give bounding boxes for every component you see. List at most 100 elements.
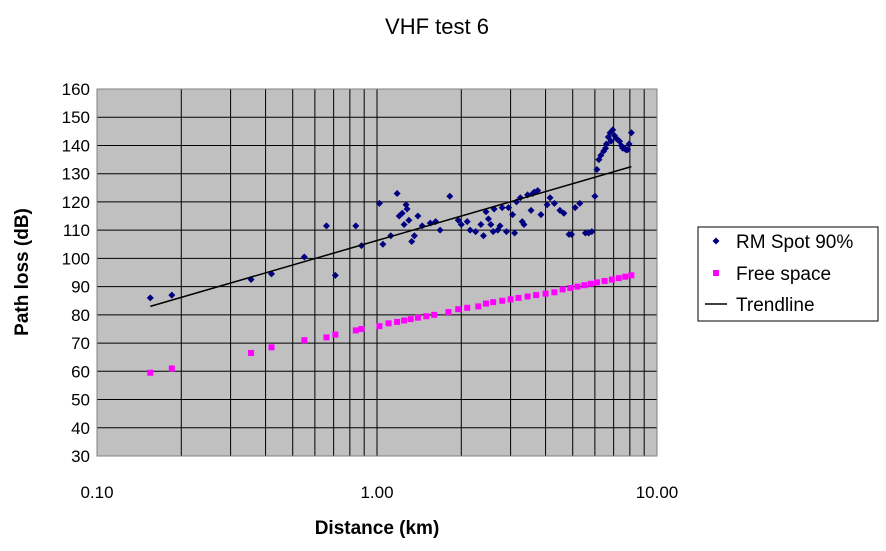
data-point	[352, 222, 360, 230]
data-point	[414, 212, 422, 220]
data-point	[601, 277, 608, 284]
y-tick-label: 30	[71, 447, 90, 466]
y-axis-label: Path loss (dB)	[12, 208, 33, 336]
y-tick-label: 110	[63, 221, 90, 240]
data-point	[379, 240, 387, 248]
data-point	[332, 331, 339, 338]
data-point	[627, 129, 635, 137]
data-point	[546, 194, 554, 202]
y-tick-label: 100	[62, 249, 90, 268]
data-point	[524, 293, 531, 300]
data-point	[168, 365, 175, 372]
data-point	[625, 140, 633, 148]
legend: RM Spot 90% Free space Trendline	[697, 226, 879, 322]
data-point	[146, 294, 154, 302]
data-point	[587, 280, 594, 287]
data-point	[560, 209, 568, 217]
data-point	[487, 221, 495, 229]
data-point	[533, 292, 540, 299]
data-series	[146, 126, 635, 376]
data-point	[588, 228, 596, 236]
data-point	[375, 199, 383, 207]
data-point	[567, 285, 574, 292]
data-point	[475, 303, 482, 310]
data-point	[593, 279, 600, 286]
series-trendline	[150, 165, 632, 308]
data-point	[537, 211, 545, 219]
data-point	[622, 273, 629, 280]
data-point	[410, 232, 418, 240]
data-point	[576, 199, 584, 207]
data-point	[479, 232, 487, 240]
data-point	[624, 146, 632, 154]
data-point	[550, 199, 558, 207]
legend-label-trendline: Trendline	[736, 295, 815, 316]
data-point	[300, 253, 308, 261]
data-point	[466, 226, 474, 234]
y-tick-label: 70	[71, 334, 90, 353]
data-point	[454, 216, 462, 224]
data-point	[423, 313, 430, 320]
data-point	[408, 237, 416, 245]
data-point	[607, 137, 615, 145]
data-point	[301, 337, 308, 344]
grid-lines	[97, 89, 657, 456]
y-tick-labels: 30 40 50 60 70 80 90 100 110 120 130 140 150 160	[62, 80, 90, 466]
data-point	[534, 187, 542, 195]
data-point	[511, 229, 519, 237]
data-point	[499, 297, 506, 304]
data-point	[542, 290, 549, 297]
data-point	[502, 228, 510, 236]
data-point	[455, 306, 462, 313]
data-point	[457, 221, 465, 229]
data-point	[602, 140, 610, 148]
data-point	[527, 206, 535, 214]
y-tick-label: 160	[62, 80, 90, 99]
data-point	[597, 151, 605, 159]
data-point	[515, 294, 522, 301]
data-point	[593, 165, 601, 173]
data-point	[482, 300, 489, 307]
series-free-space	[147, 272, 635, 376]
data-point	[477, 221, 485, 229]
data-point	[507, 296, 514, 303]
data-point	[400, 221, 408, 229]
y-tick-label: 150	[62, 108, 90, 127]
data-point	[591, 192, 599, 200]
data-point	[490, 299, 497, 306]
data-point	[376, 323, 383, 330]
data-point	[496, 222, 504, 230]
data-point	[147, 369, 154, 376]
plot-border	[96, 88, 658, 457]
data-point	[405, 216, 413, 224]
data-point	[615, 275, 622, 282]
data-point	[414, 314, 421, 321]
y-tick-label: 90	[71, 278, 90, 297]
legend-marker-rm-spot	[712, 237, 720, 245]
data-point	[431, 311, 438, 318]
data-point	[358, 325, 365, 332]
legend-marker-free-space	[713, 270, 719, 276]
data-point	[445, 309, 452, 316]
data-point	[436, 226, 444, 234]
data-point	[484, 215, 492, 223]
data-point	[609, 126, 617, 134]
data-point	[398, 209, 406, 217]
data-point	[608, 276, 615, 283]
data-point	[407, 316, 414, 323]
data-point	[520, 221, 528, 229]
data-point	[322, 222, 330, 230]
data-point	[352, 327, 359, 334]
y-tick-label: 60	[71, 362, 90, 381]
legend-label-rm-spot: RM Spot 90%	[736, 232, 853, 253]
data-point	[628, 272, 635, 279]
data-point	[559, 286, 566, 293]
y-tick-label: 80	[71, 306, 90, 325]
data-point	[505, 204, 513, 212]
chart-title: VHF test 6	[385, 14, 489, 39]
legend-box	[697, 226, 879, 322]
y-tick-label: 130	[62, 165, 90, 184]
data-point	[574, 283, 581, 290]
data-point	[268, 344, 275, 351]
